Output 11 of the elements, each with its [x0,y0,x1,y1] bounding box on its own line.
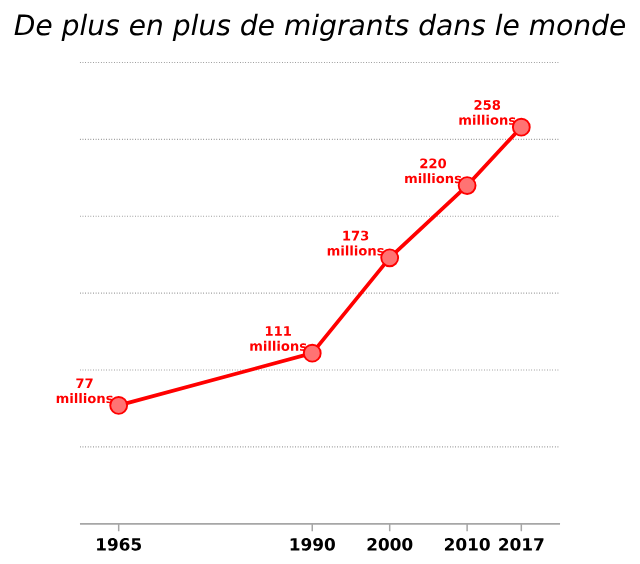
x-tick-label: 2017 [499,537,544,551]
x-tick-label: 2000 [367,537,413,551]
x-tick-label: 1990 [290,537,335,551]
point [511,117,531,137]
point [302,343,322,363]
point [109,395,129,415]
x-tick-label: 2010 [444,537,490,551]
point [380,248,400,267]
chart-title: De plus en plus de migrants dans le monde [14,13,626,41]
x-tick-label: 1965 [97,537,141,551]
point [457,175,477,195]
